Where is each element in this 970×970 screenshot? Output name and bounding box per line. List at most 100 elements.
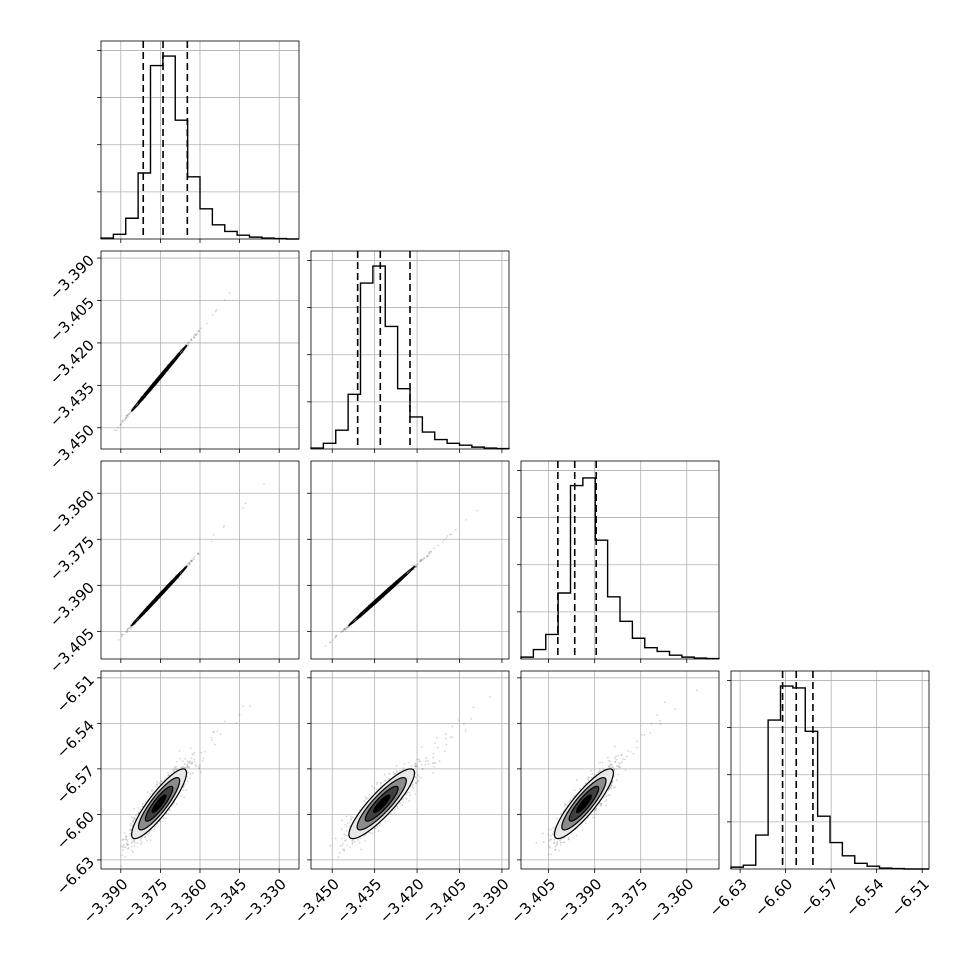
sample-point — [212, 534, 215, 536]
sample-point — [351, 816, 354, 819]
sample-point — [172, 770, 175, 773]
sample-point — [420, 559, 423, 562]
sample-point — [346, 626, 349, 629]
sample-point — [428, 552, 431, 555]
sample-point — [445, 537, 448, 539]
sample-point — [192, 557, 195, 560]
sample-point — [331, 639, 334, 642]
sample-point — [162, 817, 165, 819]
sample-point — [127, 847, 130, 849]
sample-point — [425, 757, 428, 759]
sample-point — [147, 791, 149, 794]
sample-point — [464, 728, 467, 731]
sample-point — [198, 767, 201, 770]
sample-point — [193, 556, 196, 558]
sample-point — [155, 783, 158, 786]
sample-point — [185, 789, 188, 792]
sample-point — [139, 839, 142, 841]
sample-point — [130, 845, 133, 848]
sample-point — [200, 751, 203, 754]
sample-point — [418, 560, 421, 563]
sample-point — [134, 841, 137, 844]
sample-point — [186, 766, 189, 768]
sample-point — [181, 766, 184, 769]
sample-point — [187, 771, 189, 774]
sample-point — [432, 756, 434, 759]
histogram-panel-4: −6.63 −6.60 −6.57 −6.54 −6.51 — [706, 670, 933, 920]
sample-point — [188, 561, 190, 564]
sample-point — [335, 634, 338, 637]
contour-level — [151, 369, 167, 388]
sample-point — [223, 524, 225, 527]
sample-point — [449, 533, 451, 536]
sample-point — [193, 761, 196, 763]
sample-point — [155, 786, 158, 788]
sample-point — [125, 836, 128, 839]
sample-point — [197, 330, 199, 333]
sample-point — [238, 713, 241, 716]
sample-point — [127, 627, 130, 630]
sample-point — [416, 765, 419, 768]
sample-point — [374, 827, 377, 830]
sample-point — [175, 803, 178, 806]
sample-point — [124, 417, 127, 420]
sample-point — [462, 723, 465, 726]
sample-point — [344, 626, 347, 629]
sample-point — [126, 628, 129, 631]
sample-point — [360, 848, 362, 851]
sample-point — [180, 794, 183, 797]
sample-point — [186, 764, 189, 767]
sample-point — [132, 821, 135, 823]
sample-point — [242, 705, 245, 707]
sample-point — [339, 631, 342, 633]
sample-point — [175, 766, 178, 768]
sample-point — [415, 764, 418, 767]
sample-point — [228, 291, 231, 294]
sample-point — [113, 429, 116, 432]
sample-point — [188, 766, 191, 769]
sample-point — [376, 825, 379, 828]
sample-point — [191, 761, 194, 764]
sample-point — [124, 856, 127, 858]
sample-point — [193, 758, 196, 761]
sample-point — [130, 628, 132, 630]
sample-point — [402, 767, 405, 770]
histogram-step-line — [520, 477, 720, 660]
sample-point — [192, 335, 195, 338]
sample-point — [376, 781, 379, 784]
y-tick-label: −3.390 — [46, 579, 98, 631]
sample-point — [120, 635, 123, 638]
sample-point — [216, 730, 219, 733]
sample-point — [395, 770, 398, 772]
sample-point — [163, 778, 166, 781]
histogram-panel-2 — [307, 250, 510, 453]
sample-point — [205, 322, 208, 325]
sample-point — [396, 771, 399, 774]
y-tick-label: −3.405 — [46, 625, 98, 677]
sample-point — [446, 535, 449, 537]
sample-point — [190, 338, 193, 341]
sample-point — [429, 550, 432, 553]
sample-point — [348, 825, 351, 827]
sample-point — [126, 628, 129, 631]
sample-point — [345, 829, 348, 832]
sample-point — [393, 808, 396, 811]
sample-point — [341, 630, 344, 632]
sample-point — [197, 329, 200, 332]
sample-point — [126, 629, 129, 632]
sample-point — [342, 630, 345, 633]
sample-point — [422, 558, 425, 561]
sample-point — [364, 796, 367, 798]
sample-point — [347, 626, 350, 629]
sample-point — [411, 564, 414, 567]
sample-point — [126, 844, 129, 847]
sample-point — [176, 760, 178, 763]
sample-point — [150, 789, 153, 792]
sample-point — [189, 773, 192, 775]
y-tick-label: −3.435 — [46, 379, 98, 431]
sample-point — [125, 630, 128, 633]
sample-point — [339, 845, 342, 847]
sample-point — [131, 816, 133, 819]
sample-point — [416, 563, 419, 565]
sample-point — [191, 762, 194, 764]
